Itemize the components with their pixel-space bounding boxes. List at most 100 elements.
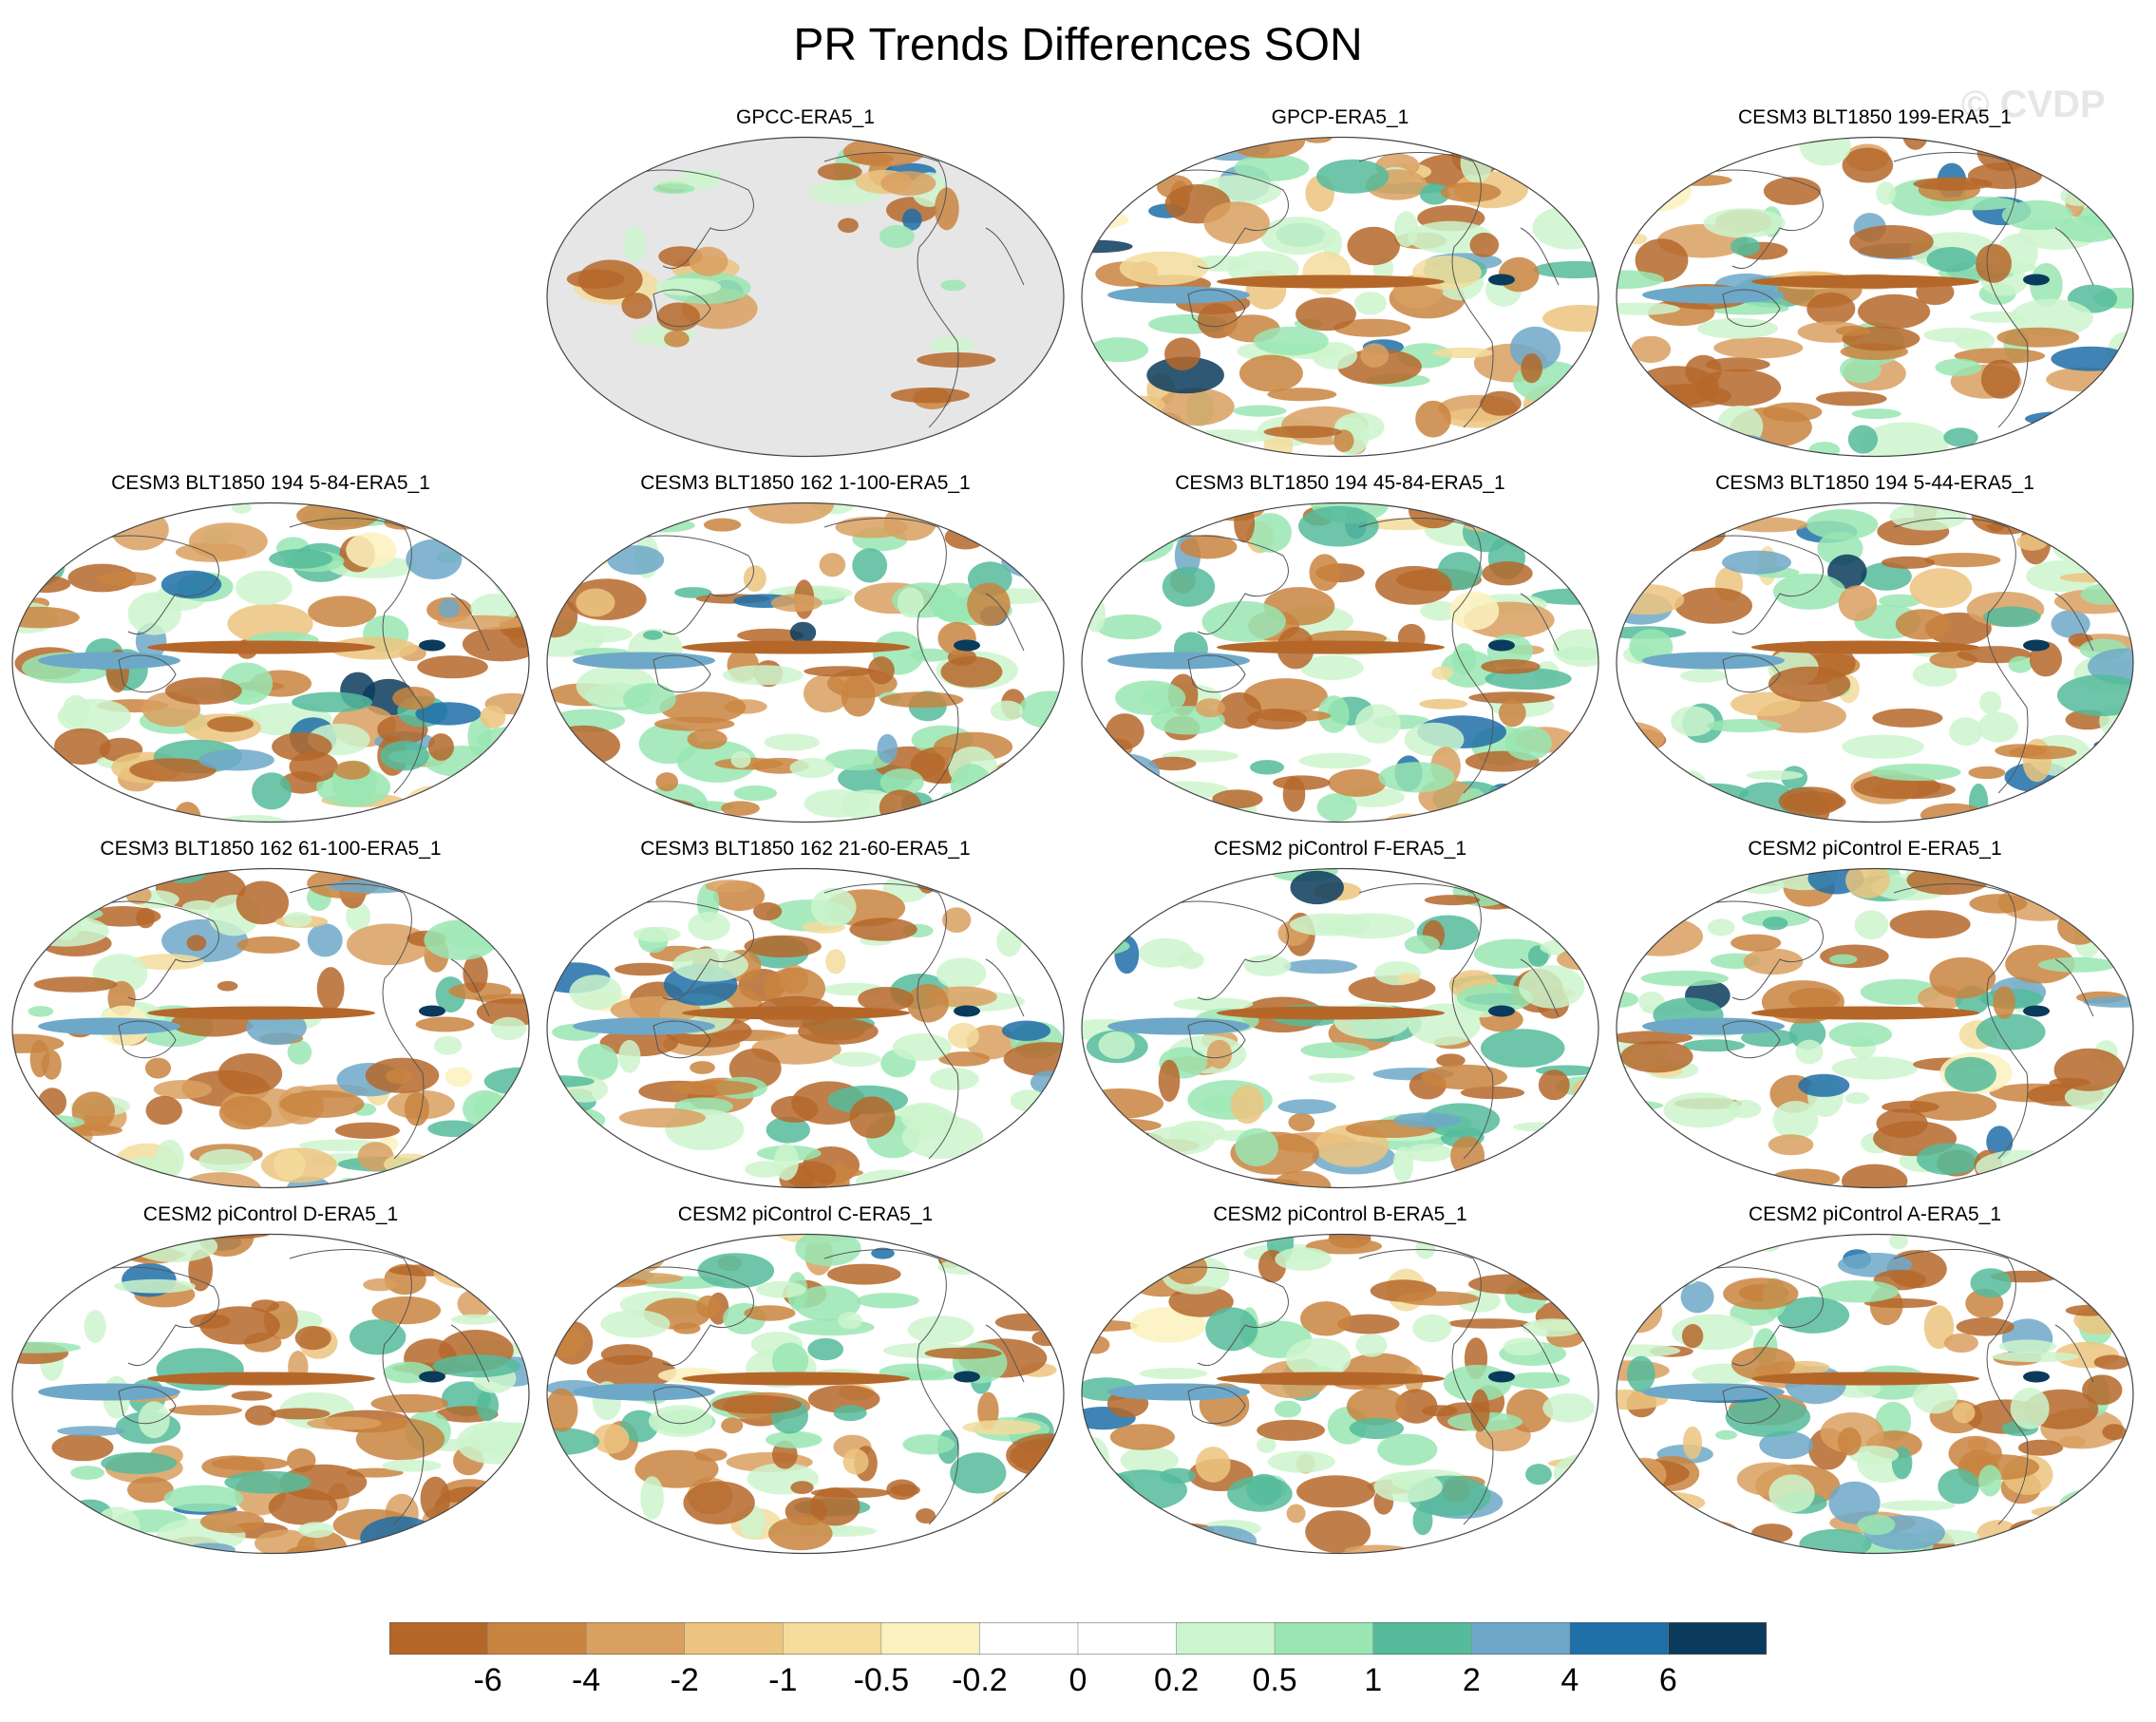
map-outline — [11, 501, 530, 823]
precip-anomaly-patch — [131, 954, 204, 971]
precip-anomaly-patch — [1275, 1247, 1332, 1271]
precip-anomaly-patch — [838, 1312, 862, 1330]
precip-anomaly-patch — [1913, 177, 1993, 191]
precip-anomaly-patch — [104, 1234, 173, 1246]
precip-anomaly-patch — [547, 725, 620, 766]
precip-anomaly-patch — [51, 1433, 114, 1462]
precip-anomaly-patch — [1538, 1069, 1570, 1101]
map-panel — [1081, 136, 1599, 458]
precip-anomaly-patch — [789, 621, 817, 644]
precip-anomaly-patch — [1235, 1127, 1278, 1167]
precip-anomaly-patch — [185, 1542, 236, 1554]
precip-anomaly-patch — [1938, 1468, 1979, 1504]
precip-anomaly-patch — [1114, 395, 1165, 415]
precip-anomaly-patch — [1542, 304, 1598, 332]
precip-anomaly-patch — [388, 502, 455, 516]
precip-anomaly-patch — [1772, 1101, 1819, 1140]
precip-anomaly-patch — [1620, 1040, 1693, 1073]
panel-title: CESM2 piControl E-ERA5_1 — [1748, 838, 2002, 860]
precip-anomaly-patch — [1707, 1234, 1748, 1258]
precip-anomaly-patch — [1109, 1424, 1175, 1450]
precip-anomaly-patch — [127, 592, 181, 635]
precip-anomaly-patch — [1250, 760, 1284, 775]
precip-anomaly-patch — [894, 1183, 936, 1188]
precip-anomaly-patch — [2052, 529, 2115, 564]
precip-anomaly-patch — [1829, 954, 1858, 965]
precip-anomaly-patch — [663, 811, 690, 823]
precip-anomaly-patch — [279, 1089, 365, 1118]
precip-anomaly-patch — [136, 907, 156, 929]
precip-anomaly-patch — [720, 801, 760, 816]
precip-anomaly-patch — [1031, 1330, 1061, 1347]
precip-anomaly-patch — [577, 259, 643, 300]
precip-anomaly-patch — [1532, 205, 1598, 250]
precip-anomaly-patch — [1172, 1159, 1200, 1188]
precip-anomaly-patch — [1617, 868, 1676, 898]
precip-anomaly-patch — [1863, 1298, 1938, 1309]
precip-anomaly-patch — [1082, 1234, 1106, 1249]
precip-anomaly-patch — [1768, 1134, 1814, 1156]
precip-anomaly-patch — [1912, 662, 1957, 687]
precip-anomaly-patch — [1849, 225, 1934, 258]
precip-anomaly-patch — [1360, 343, 1390, 368]
precip-anomaly-patch — [1449, 591, 1500, 631]
precip-anomaly-patch — [833, 1405, 867, 1422]
precip-anomaly-patch — [1872, 708, 1943, 728]
precip-anomaly-patch — [1396, 1291, 1480, 1306]
precip-anomaly-patch — [420, 1476, 450, 1521]
precip-anomaly-patch — [1549, 868, 1597, 872]
precip-anomaly-patch — [1203, 201, 1270, 244]
precip-anomaly-patch — [1082, 1135, 1157, 1166]
precip-anomaly-patch — [90, 1165, 114, 1183]
precip-anomaly-patch — [957, 803, 1003, 823]
precip-anomaly-patch — [585, 759, 611, 799]
precip-anomaly-patch — [2012, 1537, 2034, 1554]
precip-anomaly-patch — [1234, 154, 1310, 181]
precip-anomaly-patch — [1844, 1092, 1870, 1105]
precip-anomaly-patch — [2047, 1141, 2086, 1178]
precip-anomaly-patch — [1923, 1305, 1955, 1350]
precip-anomaly-patch — [856, 1293, 919, 1309]
precip-anomaly-patch — [218, 1096, 272, 1130]
map-panel — [1616, 501, 2134, 823]
precip-anomaly-patch — [94, 1506, 141, 1548]
precip-anomaly-patch — [1682, 431, 1738, 457]
precip-anomaly-patch — [57, 1426, 125, 1437]
precip-anomaly-patch — [384, 1153, 437, 1176]
precip-anomaly-patch — [1617, 804, 1639, 823]
precip-anomaly-patch — [161, 570, 222, 599]
precip-anomaly-patch — [452, 1543, 492, 1554]
precip-anomaly-patch — [744, 935, 822, 958]
precip-anomaly-patch — [906, 984, 949, 1023]
precip-anomaly-patch — [1205, 1307, 1258, 1352]
equatorial-dry-band — [147, 640, 375, 654]
precip-anomaly-patch — [12, 1130, 30, 1148]
precip-anomaly-patch — [476, 1389, 499, 1422]
precip-anomaly-patch — [1574, 785, 1595, 803]
equatorial-dry-band — [1217, 1006, 1445, 1020]
precip-anomaly-patch — [1762, 402, 1823, 422]
precip-anomaly-patch — [1527, 1268, 1586, 1278]
precip-anomaly-patch — [1842, 147, 1894, 183]
precip-anomaly-patch — [1503, 1337, 1544, 1356]
precip-anomaly-patch — [2106, 914, 2130, 931]
precip-anomaly-patch — [1247, 709, 1307, 729]
precip-anomaly-patch — [1993, 986, 2015, 1019]
precip-anomaly-patch — [1620, 542, 1645, 579]
precip-anomaly-patch — [1842, 734, 1924, 759]
precip-anomaly-patch — [547, 1141, 576, 1158]
precip-anomaly-patch — [687, 729, 728, 749]
panel-title: CESM3 BLT1850 194 5-84-ERA5_1 — [111, 472, 430, 494]
precip-anomaly-patch — [440, 1249, 506, 1266]
precip-anomaly-patch — [902, 1434, 955, 1455]
equatorial-dry-band — [682, 1006, 910, 1020]
map-panel — [546, 501, 1065, 823]
precip-anomaly-patch — [1579, 1278, 1598, 1322]
precip-anomaly-patch — [1377, 1433, 1438, 1466]
precip-anomaly-patch — [1542, 1393, 1595, 1423]
precip-anomaly-patch — [1120, 1531, 1164, 1554]
precip-anomaly-patch — [1906, 868, 1990, 896]
precip-anomaly-patch — [2068, 1234, 2133, 1263]
precip-anomaly-patch — [1723, 1277, 1799, 1310]
precip-anomaly-patch — [1879, 594, 1921, 608]
